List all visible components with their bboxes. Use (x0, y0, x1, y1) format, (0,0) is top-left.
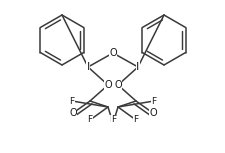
Text: O: O (148, 108, 156, 118)
Text: F: F (87, 116, 92, 125)
Text: I: I (86, 62, 89, 72)
Text: F: F (69, 97, 74, 106)
Text: F: F (133, 116, 138, 125)
Text: F: F (109, 116, 114, 125)
Text: O: O (69, 108, 76, 118)
Text: F: F (151, 97, 156, 106)
Text: I: I (136, 62, 139, 72)
Text: O: O (109, 48, 116, 58)
Text: O: O (114, 80, 121, 90)
Text: O: O (104, 80, 111, 90)
Text: F: F (111, 116, 116, 125)
